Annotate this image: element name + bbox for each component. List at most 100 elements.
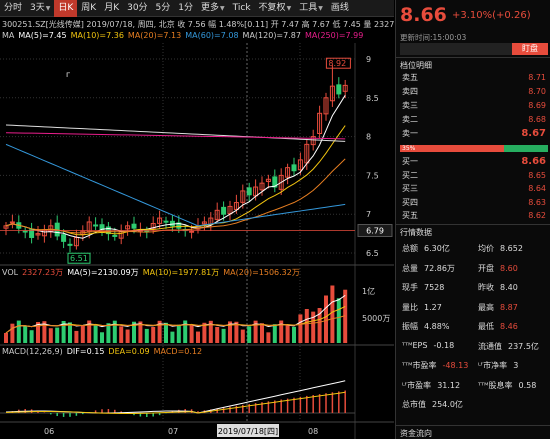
volume-bar [93, 324, 98, 343]
period-toolbar: 分时 3天▼ 日K 周K 月K 30分 5分 1分 更多▼ Tick 不复权▼ 工具▼ 画线 [0, 0, 394, 17]
volume-ma20-line [5, 315, 346, 334]
ma20-line [5, 158, 346, 234]
toolbar-button-label: 工具 [299, 2, 318, 13]
toolbar-button-7[interactable]: 1分 [174, 0, 197, 17]
toolbar-button-8[interactable]: 更多▼ [197, 0, 229, 17]
capital-flow-title: 资金流向 [400, 429, 432, 438]
stat-label: 均价 [478, 244, 494, 253]
stat-cell: 最高 8.87 [478, 302, 518, 313]
toolbar-button-10[interactable]: 不复权▼ [255, 0, 296, 17]
stat-cell: 总额 6.30亿 [402, 243, 450, 254]
toolbar-button-9[interactable]: Tick [229, 0, 255, 17]
macd-legend-item: MACD=0.12 [153, 347, 203, 356]
stat-cell: 总量 72.86万 [402, 263, 455, 274]
ma60-line [5, 143, 346, 227]
volume-bar [106, 323, 111, 343]
level-label: 卖一 [402, 129, 418, 138]
sell-ratio [503, 145, 548, 152]
high-marker-box [325, 57, 351, 69]
volume-bar [189, 324, 194, 343]
candle-body [233, 202, 239, 211]
stat-cell: ᵀᵀᴹ股息率 0.58 [478, 380, 536, 391]
toolbar-button-1[interactable]: 3天▼ [26, 0, 54, 17]
candle-body [214, 209, 220, 220]
price-change: +3.10%(+0.26) [452, 10, 531, 21]
volume-bar [55, 327, 60, 343]
level-price: 8.71 [528, 73, 546, 82]
stat-cell: 开盘 8.60 [478, 263, 518, 274]
level-price: 8.64 [528, 184, 546, 193]
volume-bar [292, 326, 296, 343]
chart-area[interactable]: 300251.SZ[光线传媒] 2019/07/18, 周四, 北京 收 7.5… [0, 17, 415, 439]
toolbar-button-2[interactable]: 日K [54, 0, 78, 17]
volume-legend-item: MA(5)=2130.09万 [67, 268, 139, 277]
volume-bar [42, 321, 47, 343]
volume-bar [304, 309, 309, 343]
volume-bar [253, 320, 258, 343]
volume-bar [61, 320, 66, 343]
stat-cell: ᵀᵀᴹEPS -0.18 [402, 341, 454, 350]
candle-body [221, 206, 227, 215]
candle-body [157, 217, 163, 224]
candle-body [201, 221, 207, 225]
volume-bar [240, 329, 245, 343]
stat-value: 8.60 [500, 263, 518, 273]
stat-value: 8.46 [500, 322, 518, 331]
caret-down-icon: ▼ [286, 4, 292, 12]
stat-value: 254.0亿 [432, 400, 463, 409]
volume-bar [157, 320, 162, 343]
stat-label: 现手 [402, 283, 418, 292]
volume-bar [285, 325, 290, 343]
macd-legend-item: DIF=0.15 [66, 347, 105, 356]
stat-label: ᵀᵀᴹ股息率 [478, 380, 513, 390]
ma-legend-item: MA(60)=7.08 [185, 31, 239, 40]
volume-bar [298, 314, 303, 343]
volume-bar [100, 332, 104, 343]
crosshair-date-label: 2019/07/18[四] [218, 427, 278, 436]
volume-bar [247, 326, 252, 343]
candle-body [297, 159, 303, 171]
stat-cell: 总市值 254.0亿 [402, 399, 463, 410]
candle-body [67, 243, 73, 246]
volume-bar [10, 323, 15, 343]
buy-ratio: 35% [400, 145, 504, 152]
candle-body [189, 230, 195, 233]
tab-watch[interactable]: 盯盘 [512, 43, 548, 55]
update-time: 更新时间:15:00:03 [400, 33, 467, 42]
toolbar-button-11[interactable]: 工具▼ [295, 0, 327, 17]
volume-bar [151, 326, 156, 343]
toolbar-button-3[interactable]: 周K [77, 0, 100, 17]
stat-label: 流通值 [478, 341, 502, 351]
ask-row: 卖五 8.71 [400, 71, 548, 84]
toolbar-button-5[interactable]: 30分 [123, 0, 151, 17]
toolbar-button-label: 画线 [330, 2, 349, 13]
price-axis-label: 7.5 [366, 171, 379, 180]
stat-cell: 振幅 4.88% [402, 321, 449, 332]
bid-row: 买三 8.64 [400, 182, 548, 195]
toolbar-button-label: 更多 [201, 2, 220, 13]
toolbar-button-0[interactable]: 分时 [0, 0, 26, 17]
toolbar-button-4[interactable]: 月K [100, 0, 123, 17]
divider [396, 425, 550, 426]
stat-value: 237.5亿 [508, 341, 539, 351]
bid-row: 买四 8.63 [400, 196, 548, 209]
candle-body [265, 178, 271, 182]
toolbar-button-label: Tick [232, 2, 251, 13]
bid-row: 买一 8.66 [400, 155, 548, 168]
stat-label: ᴸᶠ市净率 [478, 361, 508, 370]
divider [396, 57, 550, 58]
volume-bar [336, 298, 341, 343]
stat-label: 量比 [402, 302, 418, 312]
ask-row: 卖四 8.70 [400, 85, 548, 98]
volume-bar [164, 322, 168, 343]
volume-bar [80, 325, 85, 343]
stat-cell: ᴸᶠ市净率 3 [478, 360, 518, 371]
volume-bar [196, 331, 200, 343]
kline-chart[interactable]: 9 8.5 8 7.5 7 6.5 8.92 6.51 6.79 ᴦ 1亿 5000万 06 07 08 20… [0, 17, 394, 439]
toolbar-button-6[interactable]: 5分 [152, 0, 175, 17]
candle-body [336, 84, 342, 95]
stat-cell: ᵀᵀᴹ市盈率 -48.13 [402, 360, 468, 371]
toolbar-button-12[interactable]: 画线 [327, 0, 353, 17]
toolbar-button-label: 日K [58, 2, 74, 13]
volume-bar [170, 331, 175, 343]
